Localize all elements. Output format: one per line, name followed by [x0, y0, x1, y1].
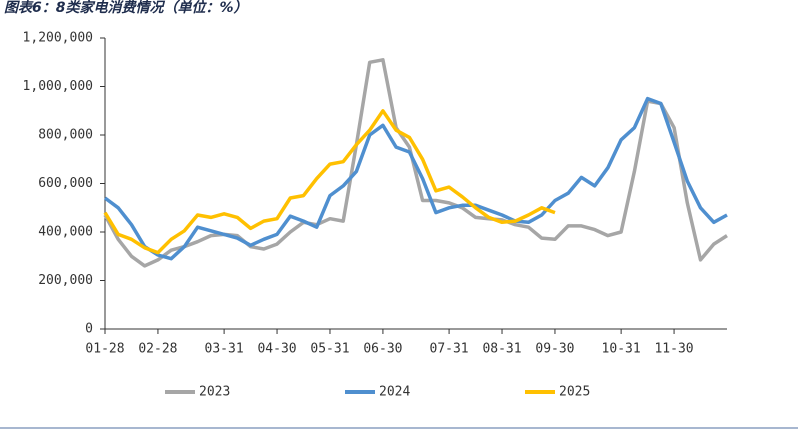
y-tick-label: 400,000 — [38, 225, 93, 240]
y-tick-label: 200,000 — [38, 273, 93, 288]
legend-label: 2025 — [559, 385, 590, 400]
series-line — [103, 96, 728, 261]
x-tick-label: 01-28 — [85, 342, 124, 357]
series-line — [103, 109, 556, 255]
series-line — [103, 58, 728, 268]
y-tick-label: 0 — [85, 322, 93, 337]
x-tick-label: 10-31 — [602, 342, 641, 357]
x-tick-label: 02-28 — [138, 342, 177, 357]
x-tick-label: 11-30 — [654, 342, 693, 357]
y-tick-label: 800,000 — [38, 128, 93, 143]
y-tick-label: 600,000 — [38, 176, 93, 191]
legend-label: 2023 — [199, 385, 230, 400]
y-tick-label: 1,000,000 — [23, 79, 93, 94]
chart-title: 图表6：8类家电消费情况（单位：%） — [4, 0, 248, 16]
x-tick-label: 06-30 — [363, 342, 402, 357]
x-tick-label: 09-30 — [535, 342, 574, 357]
x-tick-label: 08-31 — [482, 342, 521, 357]
legend-label: 2024 — [379, 385, 410, 400]
x-tick-label: 03-31 — [205, 342, 244, 357]
x-tick-label: 05-31 — [310, 342, 349, 357]
y-tick-label: 1,200,000 — [23, 31, 93, 46]
x-tick-label: 04-30 — [257, 342, 296, 357]
x-tick-label: 07-31 — [430, 342, 469, 357]
